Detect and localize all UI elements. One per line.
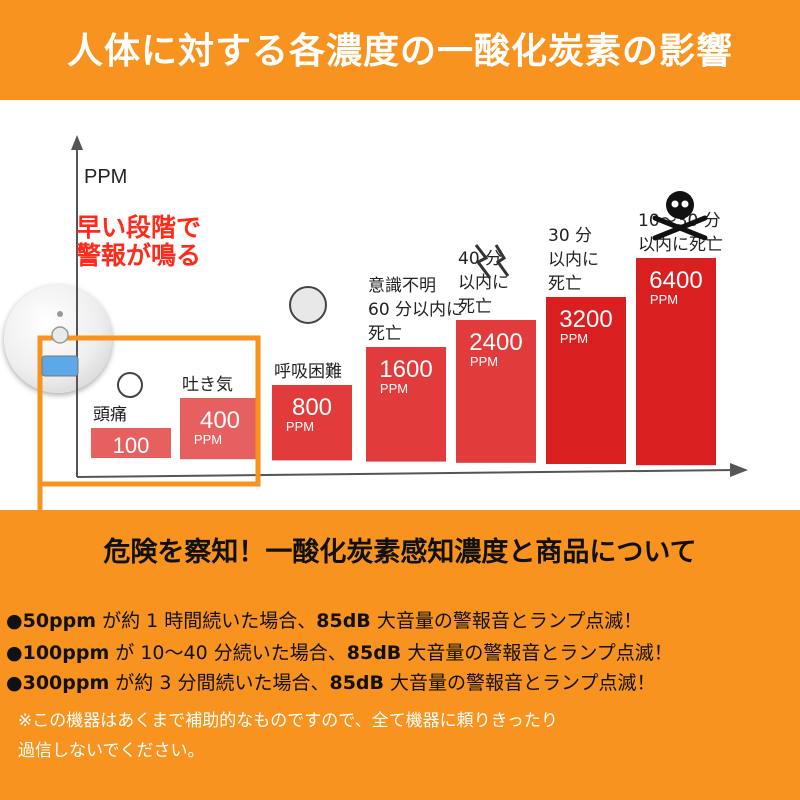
x-axis: [76, 469, 736, 478]
bar-3200: [546, 297, 626, 464]
bullet-300ppm: ●300ppm が約 3 分間続いた場合、85dB 大音量の警報音とランプ点滅！: [6, 668, 656, 695]
bar-value-label: 3200: [559, 306, 612, 333]
note-line-2: 過信しないでください。: [18, 741, 205, 761]
alert-range-frame: [37, 335, 261, 487]
bar-unit-label: PPM: [560, 331, 588, 346]
bar-unit-label: PPM: [650, 292, 678, 307]
bullet-100ppm: ●100ppm が 10〜40 分続いた場合、85dB 大音量の警報音とランプ点…: [6, 638, 673, 665]
bullet-mid: が約 3 分間続いた場合、: [109, 672, 330, 694]
effect-label: 以内に: [458, 273, 509, 293]
bar-400: [180, 398, 260, 460]
bar-100: [91, 428, 171, 458]
headache-icon: [117, 372, 143, 398]
bullet-mid: が 10〜40 分続いた場合、: [109, 642, 347, 664]
bullet-mark: ●: [6, 610, 23, 632]
page-title: 人体に対する各濃度の一酸化炭素の影響: [66, 31, 733, 72]
bar-unit-label: PPM: [286, 419, 314, 434]
bullet-mark: ●: [6, 642, 23, 664]
bullet-ppm: 50ppm: [22, 610, 97, 632]
bar-value-label: 100: [113, 433, 150, 458]
effect-label: 吐き気: [182, 375, 233, 395]
skull-icon: [666, 191, 694, 219]
bar-unit-label: PPM: [470, 354, 498, 369]
section-title: 危険を察知！一酸化炭素感知濃度と商品について: [103, 537, 697, 568]
effect-label: 意識不明: [368, 276, 436, 296]
bullet-mid: が約 1 時間続いた場合、: [96, 610, 317, 632]
effect-label: 40 分: [458, 249, 502, 269]
lightning-icon: [494, 244, 510, 277]
effect-label: 10〜30 分: [638, 211, 721, 231]
effect-label: 死亡: [458, 297, 492, 317]
effect-label: 死亡: [548, 274, 582, 294]
bullet-mark: ●: [6, 672, 23, 694]
bullet-50ppm: ●50ppm が約 1 時間続いた場合、85dB 大音量の警報音とランプ点滅！: [6, 606, 642, 633]
sick-person-icon: [289, 286, 327, 324]
crossbone-icon: [652, 215, 708, 241]
bullet-ppm: 300ppm: [22, 672, 110, 694]
skull-eye-icon: [681, 200, 689, 208]
bullet-db: 85dB: [329, 672, 385, 694]
early-warning-callout: 早い段階で 警報が鳴る: [76, 214, 236, 270]
info-panel: [0, 510, 800, 800]
detector-led-icon: [57, 311, 63, 317]
detector-lcd-icon: [41, 355, 79, 377]
bullet-db: 85dB: [316, 610, 371, 632]
bar-2400: [456, 320, 536, 463]
callout-line-1: 早い段階で: [76, 213, 202, 242]
y-axis-label: PPM: [84, 166, 127, 188]
bar-value-label: 1600: [379, 356, 432, 383]
note-line-1: ※この機器はあくまで補助的なものですので、全て機器に頼りきったり: [18, 711, 558, 731]
bar-unit-label: PPM: [380, 381, 408, 396]
effect-label: 死亡: [368, 324, 402, 344]
bullet-end: 大音量の警報音とランプ点滅！: [370, 610, 643, 632]
effect-label: 30 分: [548, 226, 592, 246]
disclaimer-note: ※この機器はあくまで補助的なものですので、全て機器に頼りきったり 過信しないでく…: [18, 706, 788, 766]
header-banner: 人体に対する各濃度の一酸化炭素の影響: [0, 0, 800, 100]
effect-label: 頭痛: [93, 405, 127, 425]
x-axis-arrow: [730, 463, 748, 477]
bullet-db: 85dB: [346, 642, 402, 664]
lightning-icon: [474, 244, 492, 279]
effect-label: 以内に: [548, 250, 599, 270]
bar-value-label: 6400: [649, 267, 702, 294]
callout-line-2: 警報が鳴る: [76, 241, 202, 270]
effect-label: 呼吸困難: [274, 362, 342, 382]
bar-6400: [636, 258, 716, 466]
bullet-end: 大音量の警報音とランプ点滅！: [384, 672, 656, 694]
effect-label: 60 分以内に: [368, 300, 463, 320]
bar-1600: [366, 347, 446, 462]
bullet-ppm: 100ppm: [22, 642, 110, 664]
bar-value-label: 2400: [469, 329, 522, 356]
bar-value-label: 400: [200, 407, 240, 434]
detector-button-icon: [51, 326, 69, 344]
skull-eye-icon: [671, 200, 679, 208]
effect-label: 以内に死亡: [638, 235, 723, 255]
bar-800: [272, 385, 352, 461]
bar-value-label: 800: [292, 394, 332, 421]
bullet-end: 大音量の警報音とランプ点滅！: [401, 642, 673, 664]
bar-unit-label: PPM: [194, 432, 222, 447]
y-axis-arrow: [71, 135, 83, 150]
